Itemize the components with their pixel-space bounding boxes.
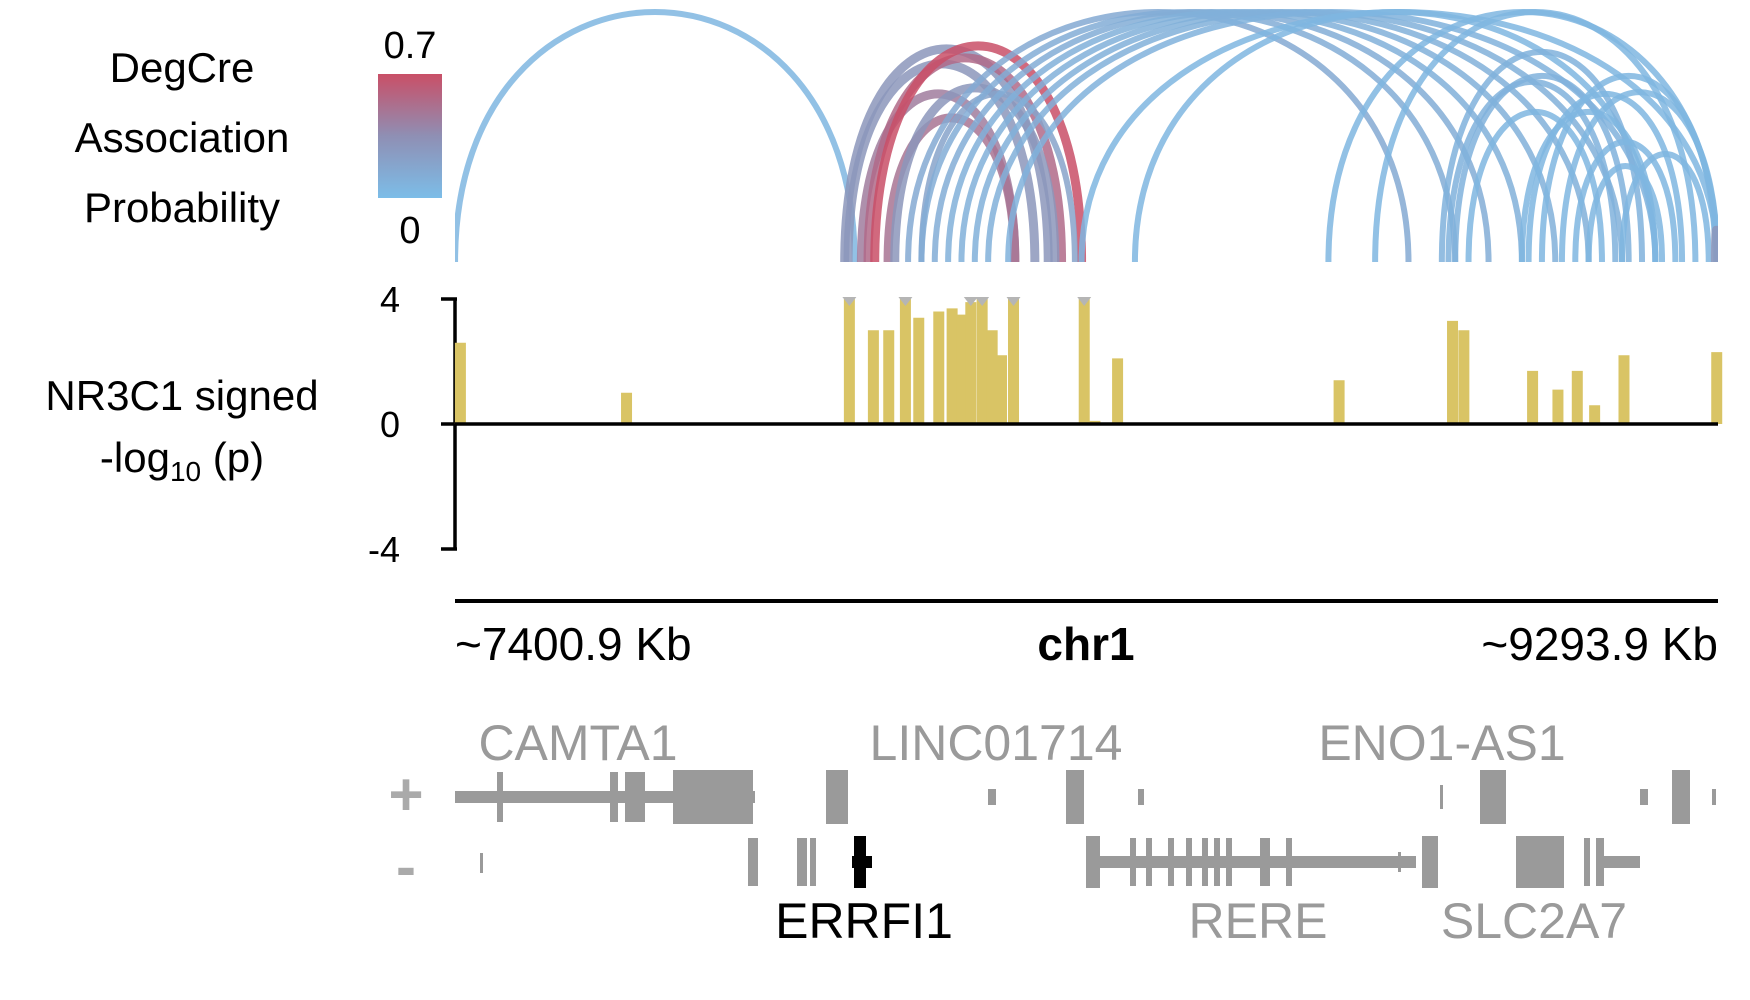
axis-start-label: ~7400.9 Kb [455,618,692,670]
signal-bar [946,308,958,424]
association-arc [1005,9,1659,262]
gene-model-slc2a7 [1516,836,1640,888]
chromosome-axis: ~7400.9 Kb chr1 ~9293.9 Kb [455,599,1718,670]
signal-bar [454,342,466,424]
track-ylabel-log: -log [100,434,170,481]
association-arc [1438,48,1646,262]
association-arc [1710,225,1718,262]
legend-color-scale [378,74,442,198]
plus-strand-label: + [388,761,423,828]
y-tick-label-4: 4 [380,279,400,320]
capped-marker [898,297,913,306]
association-arc [870,41,1087,262]
association-arc [1572,139,1679,262]
signal-bar [621,392,633,424]
signal-bar [1618,355,1630,424]
legend-title-line3: Probability [84,184,280,231]
signal-bar [1552,389,1564,424]
capped-marker [842,297,857,306]
association-arc [455,9,858,262]
arc-track [455,9,1718,262]
association-arc [863,53,1067,262]
gene-model-rere [1086,836,1438,888]
capped-marker [963,297,978,306]
gene-label-eno1-as1: ENO1-AS1 [1318,715,1565,771]
gene-label-slc2a7: SLC2A7 [1441,893,1627,949]
capped-markers [842,297,1092,306]
y-tick-label-minus-4: -4 [368,529,400,570]
signal-bar [1571,370,1583,424]
association-arc [1558,89,1718,262]
signal-bar [883,330,895,424]
gene-model-camta1 [455,770,755,824]
signal-track: NR3C1 signed -log10 (p) 4 0 -4 [45,279,1723,570]
signal-bar [1333,380,1345,424]
association-arc [1585,163,1666,262]
signal-bar [1458,330,1470,424]
gene-model-misc-minus [480,838,816,886]
association-arc [1372,9,1699,262]
gene-label-rere: RERE [1189,893,1328,949]
signal-bar [1008,299,1020,424]
signal-bar [1078,299,1090,424]
signal-bars [454,299,1723,424]
signal-bar [986,330,998,424]
legend-title-line2: Association [75,114,290,161]
gene-track: + - CAMTA1 LINC01714 ENO1-AS1 ERRFI1 RER… [388,715,1716,949]
capped-marker [1006,297,1021,306]
track-ylabel-line2: -log10 (p) [100,434,264,487]
track-ylabel-sub: 10 [170,456,201,487]
signal-bar [965,302,977,424]
legend-title-line1: DegCre [110,44,255,91]
capped-marker [1077,297,1092,306]
signal-bar [976,299,988,424]
capped-marker [975,297,990,306]
signal-bar [913,317,925,424]
association-arc [1452,72,1632,262]
signal-bar [995,355,1007,424]
signal-bar [843,299,855,424]
signal-bar [899,299,911,424]
gene-label-errfi1: ERRFI1 [775,893,953,949]
association-arc [1465,108,1605,262]
legend-scale-max: 0.7 [384,25,437,67]
gene-model-eno1-as1 [1440,770,1716,824]
axis-chrom-label: chr1 [1037,618,1134,670]
signal-bar [956,314,968,424]
signal-bar [1112,358,1124,424]
minus-strand-label: - [396,833,416,900]
signal-bar [1711,352,1723,424]
y-tick-label-0: 0 [380,404,400,445]
gene-model-errfi1 [852,836,872,888]
signal-bar [1447,320,1459,424]
track-ylabel-p: (p) [201,434,264,481]
legend-scale-min: 0 [399,210,420,252]
track-ylabel-line1: NR3C1 signed [45,372,318,419]
gene-model-linc01714 [826,770,1144,824]
axis-end-label: ~9293.9 Kb [1481,618,1718,670]
association-arc [1525,91,1686,262]
legend: DegCre Association Probability 0.7 0 [75,25,442,252]
signal-bar [1589,405,1601,424]
gene-label-linc01714: LINC01714 [870,715,1123,771]
signal-bar [933,311,945,424]
signal-bar [867,330,879,424]
gene-label-camta1: CAMTA1 [478,715,677,771]
signal-bar [1527,370,1539,424]
association-arc [1618,150,1712,262]
